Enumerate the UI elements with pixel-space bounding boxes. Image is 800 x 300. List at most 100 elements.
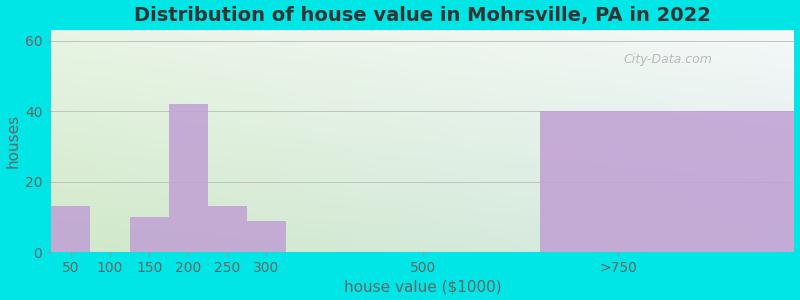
Bar	[609, 170, 616, 172]
Bar	[735, 250, 742, 252]
Bar	[289, 157, 297, 159]
Bar	[252, 154, 259, 157]
Bar	[334, 214, 341, 217]
Bar	[148, 101, 155, 103]
Bar	[215, 130, 222, 132]
Bar	[326, 181, 334, 183]
Bar	[616, 124, 623, 126]
Bar	[401, 46, 408, 48]
Bar	[683, 70, 690, 73]
Bar	[148, 68, 155, 70]
Bar	[371, 161, 378, 164]
Bar	[237, 128, 245, 130]
Bar	[371, 61, 378, 64]
Bar	[460, 201, 467, 203]
Bar	[475, 146, 482, 148]
Bar	[311, 115, 319, 117]
Bar	[415, 77, 423, 79]
Bar	[602, 97, 609, 99]
Bar	[252, 157, 259, 159]
Bar	[103, 239, 111, 241]
Bar	[155, 154, 163, 157]
Bar	[133, 212, 141, 214]
Bar	[519, 246, 527, 248]
Bar	[118, 79, 126, 81]
Bar	[423, 126, 430, 128]
Bar	[415, 161, 423, 164]
Bar	[638, 108, 646, 110]
Bar	[371, 79, 378, 81]
Bar	[304, 250, 311, 252]
Bar	[654, 175, 661, 177]
Bar	[371, 101, 378, 103]
Bar	[222, 52, 230, 55]
Bar	[765, 243, 772, 246]
Bar	[602, 181, 609, 183]
Bar	[170, 57, 178, 59]
Bar	[304, 35, 311, 37]
Bar	[51, 66, 59, 68]
Bar	[371, 172, 378, 175]
Bar	[519, 68, 527, 70]
X-axis label: house value ($1000): house value ($1000)	[344, 279, 502, 294]
Bar	[675, 103, 683, 106]
Bar	[594, 50, 602, 52]
Bar	[579, 77, 586, 79]
Bar	[512, 86, 519, 88]
Bar	[81, 86, 89, 88]
Bar	[237, 61, 245, 64]
Bar	[557, 188, 564, 190]
Bar	[779, 214, 787, 217]
Bar	[386, 57, 393, 59]
Bar	[602, 159, 609, 161]
Bar	[133, 219, 141, 221]
Bar	[720, 175, 727, 177]
Bar	[482, 90, 490, 92]
Bar	[519, 128, 527, 130]
Bar	[602, 217, 609, 219]
Bar	[118, 32, 126, 35]
Bar	[467, 199, 475, 201]
Bar	[586, 128, 594, 130]
Bar	[289, 168, 297, 170]
Bar	[371, 194, 378, 197]
Bar	[475, 188, 482, 190]
Bar	[245, 59, 252, 61]
Bar	[274, 77, 282, 79]
Bar	[735, 39, 742, 41]
Bar	[564, 188, 571, 190]
Bar	[371, 143, 378, 146]
Bar	[133, 137, 141, 139]
Bar	[446, 92, 453, 95]
Bar	[207, 241, 215, 243]
Bar	[111, 243, 118, 246]
Bar	[170, 175, 178, 177]
Bar	[675, 210, 683, 212]
Bar	[490, 92, 498, 95]
Bar	[334, 66, 341, 68]
Bar	[245, 146, 252, 148]
Bar	[259, 241, 267, 243]
Bar	[401, 168, 408, 170]
Bar	[467, 154, 475, 157]
Bar	[453, 30, 460, 32]
Bar	[311, 201, 319, 203]
Bar	[713, 77, 720, 79]
Bar	[163, 164, 170, 166]
Bar	[126, 175, 133, 177]
Bar	[460, 48, 467, 50]
Bar	[155, 103, 163, 106]
Bar	[505, 170, 512, 172]
Bar	[482, 92, 490, 95]
Bar	[126, 143, 133, 146]
Bar	[297, 110, 304, 112]
Bar	[779, 57, 787, 59]
Bar	[742, 250, 750, 252]
Bar	[779, 84, 787, 86]
Bar	[779, 206, 787, 208]
Bar	[334, 110, 341, 112]
Bar	[200, 157, 207, 159]
Bar	[571, 84, 579, 86]
Bar	[401, 75, 408, 77]
Bar	[297, 68, 304, 70]
